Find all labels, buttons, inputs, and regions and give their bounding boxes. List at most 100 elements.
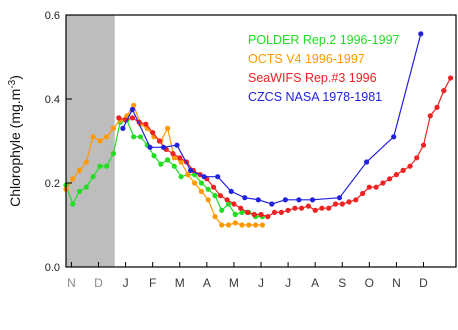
data-point — [131, 102, 137, 108]
data-point — [171, 155, 177, 161]
data-point — [131, 134, 137, 140]
axis-ticks: 0.0 0.2 0.4 0.6 N D J F M A M J J A S O N D — [45, 10, 428, 290]
month-label: J — [123, 276, 129, 290]
data-point — [353, 197, 359, 203]
data-point — [393, 172, 399, 178]
data-point — [137, 134, 144, 140]
data-point — [309, 197, 316, 203]
data-point — [215, 174, 221, 180]
data-point — [76, 188, 83, 194]
data-point — [346, 199, 352, 205]
data-point — [225, 201, 232, 207]
data-point — [292, 205, 298, 211]
data-point — [366, 184, 372, 190]
data-point — [232, 211, 238, 218]
data-point — [380, 180, 386, 186]
month-label: A — [203, 276, 211, 290]
data-point — [205, 197, 211, 203]
data-point — [242, 195, 248, 201]
legend-entry: OCTS V4 1996-1997 — [248, 52, 365, 66]
data-point — [70, 176, 76, 182]
legend: POLDER Rep.2 1996-1997 OCTS V4 1996-1997 S… — [248, 33, 400, 104]
data-point — [239, 222, 245, 228]
month-label: N — [392, 276, 401, 290]
data-point — [178, 159, 184, 165]
y-tick-label: 0.6 — [45, 10, 60, 22]
month-label: A — [311, 276, 319, 290]
data-point — [391, 134, 397, 140]
series-layer — [63, 31, 454, 228]
data-point — [170, 151, 176, 157]
data-point — [116, 115, 122, 121]
data-point — [110, 125, 116, 131]
y-axis-label-close: ) — [7, 75, 23, 80]
data-point — [165, 125, 171, 131]
shaded-region — [66, 15, 115, 267]
data-point — [217, 193, 223, 199]
month-label: M — [175, 276, 185, 290]
data-point — [97, 138, 103, 144]
data-point — [364, 159, 370, 165]
data-point — [244, 209, 251, 215]
data-point — [434, 104, 440, 110]
data-point — [278, 209, 284, 215]
data-point — [271, 209, 278, 215]
data-point — [171, 163, 177, 169]
data-point — [104, 163, 110, 169]
data-point — [296, 197, 302, 203]
month-label: J — [285, 276, 291, 290]
data-point — [219, 207, 225, 213]
data-point — [147, 144, 153, 150]
legend-entry: POLDER Rep.2 1996-1997 — [248, 33, 400, 47]
data-point — [205, 186, 211, 192]
month-label: S — [338, 276, 346, 290]
data-point — [90, 134, 96, 140]
data-point — [177, 155, 183, 161]
data-point — [211, 184, 217, 190]
month-label: D — [94, 276, 103, 290]
month-label: O — [365, 276, 374, 290]
data-point — [259, 222, 265, 228]
month-label: J — [258, 276, 264, 290]
plot-frame — [65, 14, 457, 268]
data-point — [282, 197, 288, 203]
series-4 — [120, 31, 424, 207]
data-point — [373, 184, 379, 190]
data-point — [143, 121, 149, 127]
data-point — [129, 115, 135, 121]
data-point — [90, 174, 96, 180]
data-point — [110, 151, 116, 157]
data-point — [188, 167, 194, 173]
data-point — [198, 188, 204, 194]
month-label: M — [229, 276, 239, 290]
data-point — [258, 211, 264, 218]
month-label: F — [149, 276, 156, 290]
data-point — [104, 134, 110, 140]
data-point — [83, 159, 89, 165]
y-tick-label: 0.2 — [45, 178, 60, 190]
month-label: N — [67, 276, 76, 290]
data-point — [326, 205, 332, 211]
data-point — [414, 155, 420, 161]
data-point — [418, 31, 424, 37]
data-point — [212, 214, 218, 220]
data-point — [407, 163, 413, 169]
data-point — [246, 222, 252, 228]
data-point — [212, 193, 218, 199]
y-tick-label: 0.0 — [45, 262, 60, 274]
data-point — [192, 180, 198, 186]
data-point — [219, 222, 225, 228]
month-label: D — [419, 276, 428, 290]
data-point — [420, 142, 427, 148]
data-point — [239, 209, 245, 215]
data-point — [312, 207, 318, 213]
data-point — [120, 125, 126, 131]
legend-entry: CZCS NASA 1978-1981 — [248, 90, 382, 104]
data-point — [165, 157, 171, 163]
data-point — [285, 207, 291, 213]
data-point — [156, 138, 162, 144]
data-point — [160, 144, 167, 150]
data-point — [253, 222, 259, 228]
data-point — [174, 142, 180, 148]
